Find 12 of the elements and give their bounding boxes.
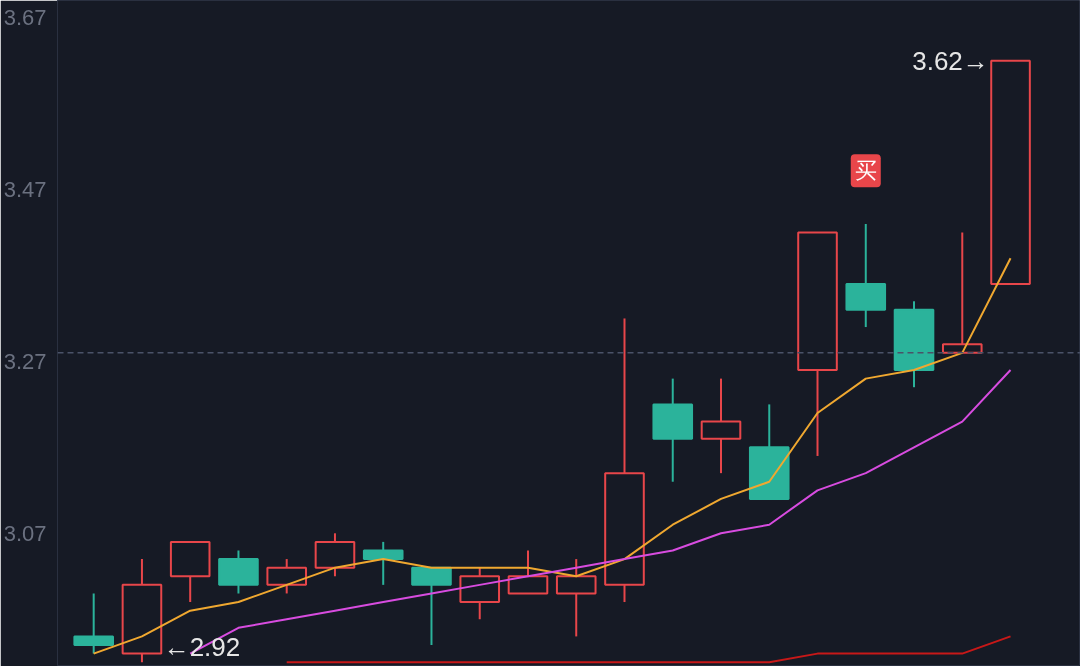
candlestick bbox=[845, 222, 887, 329]
annotation: 买 bbox=[854, 158, 877, 184]
y-tick-label: 3.07 bbox=[3, 520, 47, 546]
line-series bbox=[92, 257, 1012, 655]
y-tick-label: 3.27 bbox=[3, 348, 47, 374]
annotation: 3.62→ bbox=[912, 45, 989, 76]
y-tick-label: 3.47 bbox=[3, 177, 47, 203]
candlestick bbox=[652, 377, 694, 483]
candlestick bbox=[604, 317, 645, 604]
y-tick-label: 3.67 bbox=[3, 5, 47, 31]
candlestick bbox=[893, 300, 935, 389]
candlestick bbox=[700, 377, 742, 475]
